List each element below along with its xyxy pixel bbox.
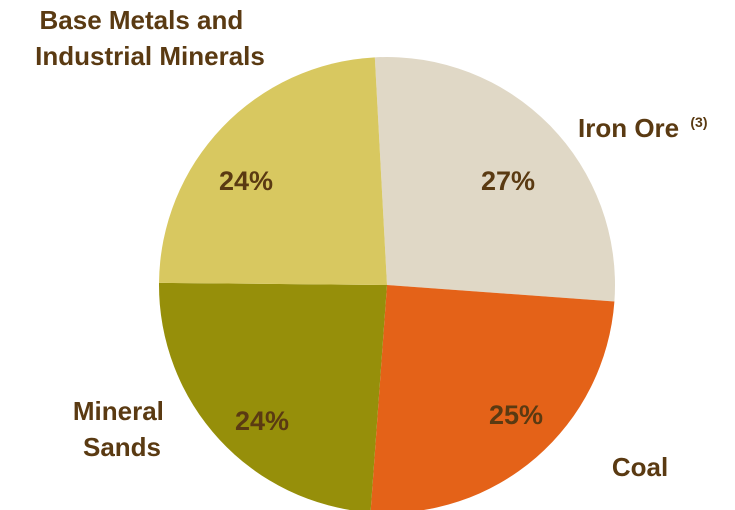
category-label-mineral-sands-line2: Sands xyxy=(83,432,161,462)
category-label-iron-ore-text: Iron Ore xyxy=(578,113,679,143)
pct-label-iron-ore: 27% xyxy=(481,166,535,196)
category-label-mineral-sands-line1: Mineral xyxy=(73,396,164,426)
pie-slices xyxy=(159,57,615,510)
pct-label-mineral-sands: 24% xyxy=(235,406,289,436)
pie-slice-mineral-sands xyxy=(159,283,387,510)
category-label-base-metals: Base Metals and Industrial Minerals xyxy=(35,5,265,71)
pie-slice-coal xyxy=(371,285,615,510)
category-label-coal: Coal xyxy=(612,452,668,482)
pct-label-base-metals: 24% xyxy=(219,166,273,196)
category-label-base-metals-line2: Industrial Minerals xyxy=(35,41,265,71)
category-label-iron-ore-footnote: (3) xyxy=(690,114,707,130)
category-label-mineral-sands: Mineral Sands xyxy=(73,396,171,462)
category-label-iron-ore: Iron Ore (3) xyxy=(578,113,708,143)
category-label-base-metals-line1: Base Metals and xyxy=(40,5,244,35)
pct-label-coal: 25% xyxy=(489,400,543,430)
